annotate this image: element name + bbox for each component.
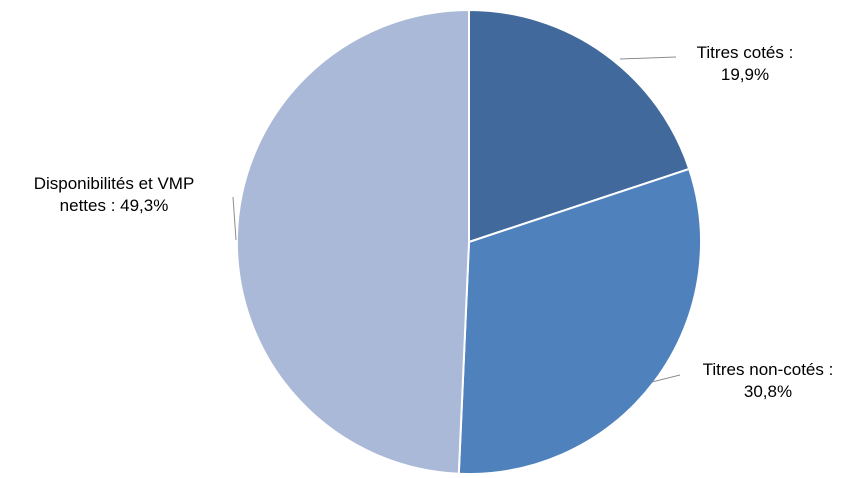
data-label-disponibilites-et-vmp-nettes: Disponibilités et VMP nettes : 49,3%	[34, 174, 195, 215]
data-label-line: 30,8%	[744, 382, 792, 401]
leader-line-titres-cotes	[619, 56, 677, 60]
data-labels-layer: Titres cotés : 19,9% Titres non-cotés : 30,…	[34, 43, 834, 401]
leader-lines-layer	[232, 56, 681, 383]
pie-slice-titres-cotes	[468, 9, 691, 243]
data-label-line: Disponibilités et VMP	[34, 174, 195, 193]
data-label-line: 19,9%	[721, 65, 769, 84]
data-label-titres-cotes: Titres cotés : 19,9%	[697, 43, 794, 84]
pie-slice-disponibilites-et-vmp-nettes	[235, 9, 470, 475]
data-label-line: Titres non-cotés :	[703, 360, 834, 379]
slices-layer	[235, 9, 703, 475]
data-label-titres-non-cotes: Titres non-cotés : 30,8%	[703, 360, 834, 401]
data-label-line: nettes : 49,3%	[60, 196, 169, 215]
data-label-line: Titres cotés :	[697, 43, 794, 62]
leader-line-disponibilites-et-vmp-nettes	[232, 196, 237, 241]
leader-line-titres-non-cotes	[651, 374, 681, 383]
